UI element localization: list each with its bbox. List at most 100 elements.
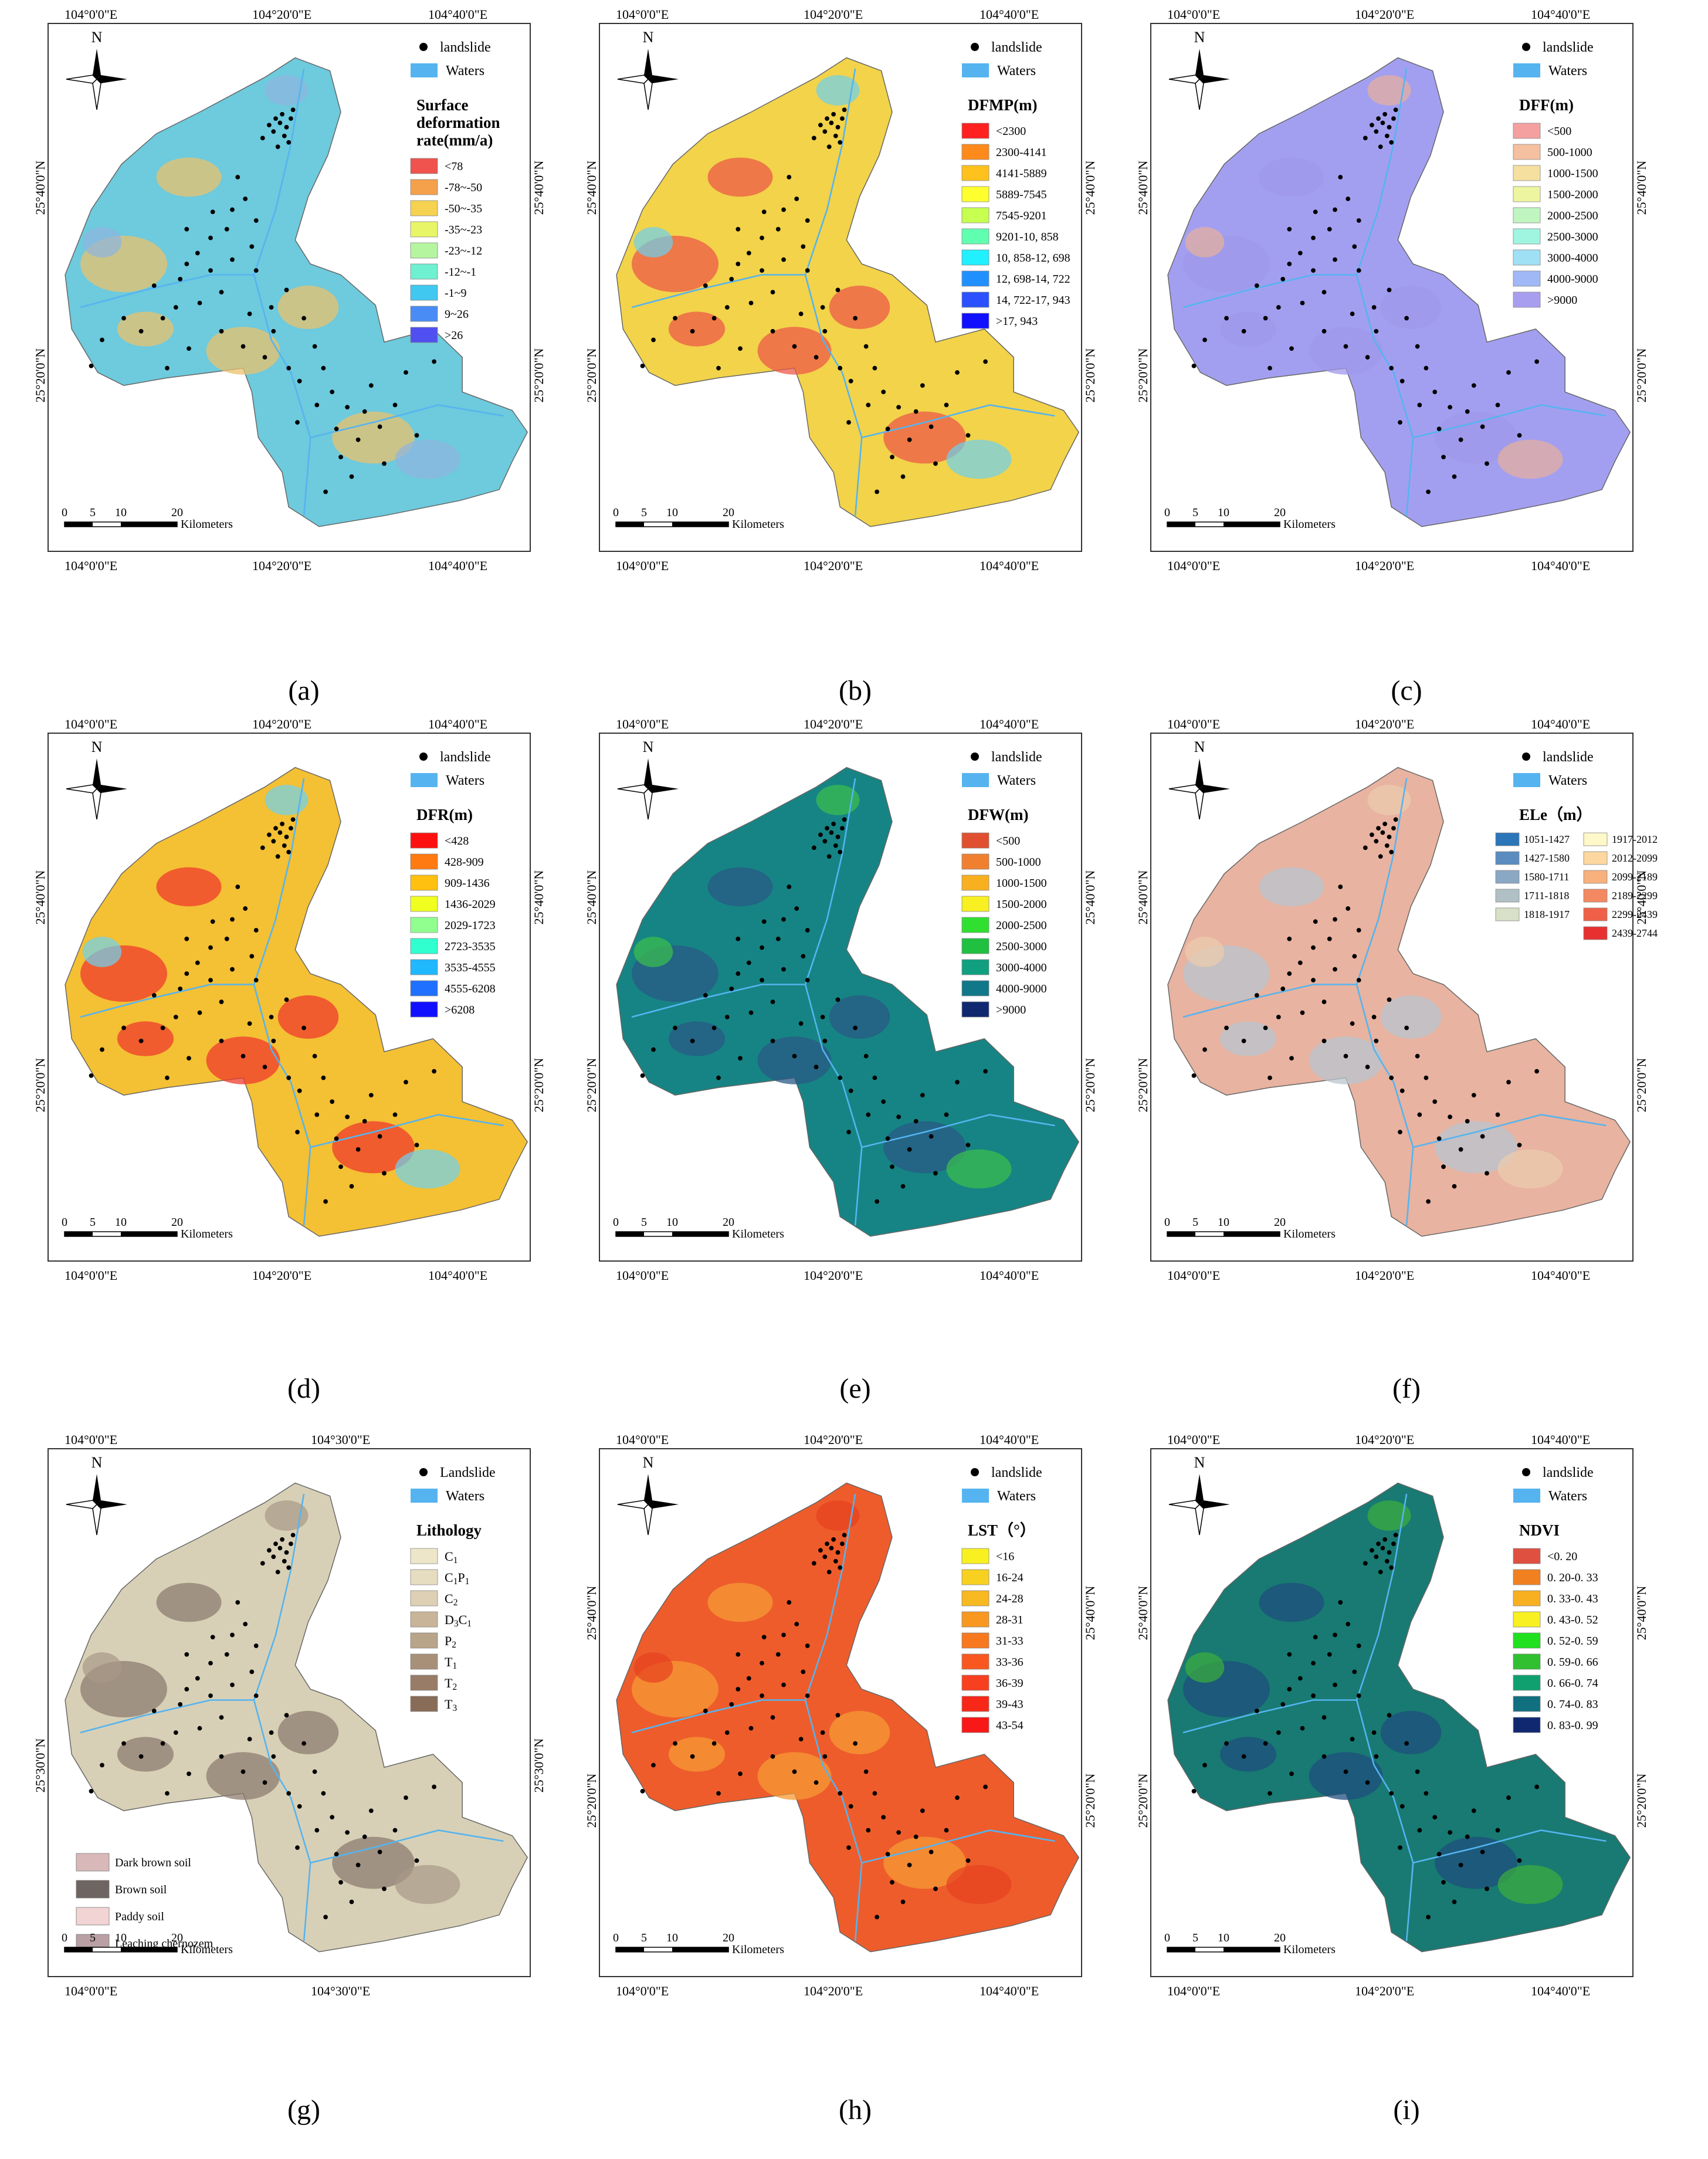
longitude-label-bottom: 104°40'0"E	[428, 558, 487, 573]
landslide-point	[290, 817, 296, 822]
river-line	[253, 1493, 311, 1941]
legend-label: 1917-2012	[1612, 833, 1658, 845]
longitude-label-bottom: 104°0'0"E	[1167, 558, 1220, 573]
legend-label: 3000-4000	[1547, 252, 1598, 265]
raster-patch	[332, 1836, 415, 1889]
study-area	[616, 1482, 1080, 1953]
legend-swatch	[410, 1611, 438, 1628]
landslide-point	[100, 1763, 104, 1768]
landslide-point	[1391, 1541, 1396, 1546]
legend-swatch	[1513, 1653, 1541, 1670]
landslide-point	[1417, 1112, 1422, 1117]
landslide-point	[781, 1682, 786, 1687]
landslide-point	[330, 1099, 335, 1104]
landslide-point	[312, 1053, 317, 1059]
scale-tick-label: 5	[90, 506, 96, 519]
landslide-point	[219, 290, 224, 294]
landslide-point	[1387, 1713, 1392, 1718]
landslide-point	[690, 328, 695, 334]
landslide-point	[1391, 116, 1396, 121]
landslide-point	[983, 359, 988, 364]
landslide-point	[1321, 1038, 1327, 1043]
landslide-point	[826, 144, 832, 150]
legend-label: T3	[445, 1697, 457, 1713]
landslide-point	[724, 1015, 730, 1019]
longitude-label-bottom: 104°20'0"E	[1355, 558, 1414, 573]
landslide-point	[1441, 455, 1446, 460]
legend-label: 39-43	[996, 1698, 1024, 1711]
river-line	[1182, 984, 1357, 1018]
longitude-label-top: 104°0'0"E	[1167, 717, 1220, 731]
legend-waters-label: Waters	[997, 63, 1036, 79]
landslide-point	[184, 936, 189, 941]
landslide-point	[1465, 409, 1470, 414]
landslide-point	[1393, 1533, 1398, 1538]
raster-patch	[1435, 411, 1517, 464]
latitude-label-right: 25°40'0"N	[531, 161, 546, 215]
raster-patch	[395, 439, 460, 479]
legend-swatch	[410, 179, 438, 195]
landslide-point	[1370, 123, 1374, 128]
north-label: N	[1194, 738, 1205, 755]
landslide-point	[210, 209, 215, 215]
landslide-point	[1399, 1804, 1405, 1809]
landslide-point	[760, 978, 764, 982]
soil-legend-swatch	[76, 1853, 110, 1872]
landslide-point	[1436, 1136, 1442, 1141]
legend-swatch	[1513, 207, 1541, 223]
landslide-point	[822, 1554, 828, 1560]
legend-waters-swatch	[1513, 63, 1540, 77]
landslide-point	[761, 919, 767, 924]
longitude-label-top: 104°0'0"E	[65, 717, 117, 731]
legend-label: <500	[996, 835, 1020, 848]
landslide-point	[284, 835, 289, 839]
legend-label: 2723-3535	[445, 940, 496, 953]
latitude-label-right: 25°20'0"N	[531, 1058, 546, 1113]
landslide-point	[716, 1075, 721, 1080]
landslide-point	[1380, 830, 1385, 835]
landslide-point	[280, 821, 284, 826]
scale-tick-label: 0	[613, 1931, 619, 1944]
landslide-point	[831, 821, 836, 826]
landslide-point	[253, 928, 259, 933]
landslide-point	[875, 1914, 879, 1920]
landslide-point	[240, 1053, 246, 1059]
scale-tick-label: 0	[613, 506, 619, 519]
landslide-point	[295, 420, 300, 425]
legend-swatch	[961, 938, 989, 954]
landslide-point	[811, 1561, 816, 1566]
landslide-point	[290, 1533, 296, 1538]
legend-swatch	[410, 263, 438, 280]
landslide-point	[267, 123, 272, 128]
landslide-point	[1376, 1541, 1381, 1546]
north-arrow-icon	[617, 758, 679, 820]
legend-title: DFF(m)	[1519, 96, 1574, 114]
legend-waters-label: Waters	[1548, 1489, 1587, 1504]
landslide-point	[1333, 1682, 1337, 1687]
raster-patch	[265, 1500, 309, 1531]
soil-legend-swatch	[76, 1880, 110, 1899]
landslide-point	[1399, 1088, 1405, 1093]
landslide-point	[920, 1093, 925, 1098]
legend-label: >17, 943	[996, 315, 1038, 328]
legend-landslide-icon	[419, 1468, 428, 1476]
legend-swatch	[961, 917, 989, 933]
landslide-point	[955, 1080, 960, 1084]
raster-patch	[1185, 227, 1225, 257]
landslide-point	[907, 1147, 912, 1152]
landslide-point	[842, 107, 847, 113]
landslide-point	[690, 1754, 695, 1759]
raster-patch	[633, 227, 673, 257]
longitude-label-bottom: 104°40'0"E	[980, 1984, 1039, 1998]
landslide-point	[1254, 993, 1259, 998]
landslide-point	[1480, 424, 1485, 429]
landslide-point	[781, 207, 786, 212]
legend-swatch	[961, 186, 989, 202]
landslide-point	[1327, 936, 1332, 941]
landslide-point	[920, 1808, 925, 1814]
landslide-point	[1280, 277, 1286, 282]
legend-landslide-icon	[1522, 43, 1530, 51]
scale-tick-label: 10	[115, 506, 127, 519]
landslide-point	[1371, 1730, 1377, 1735]
legend-swatch	[961, 1590, 989, 1606]
